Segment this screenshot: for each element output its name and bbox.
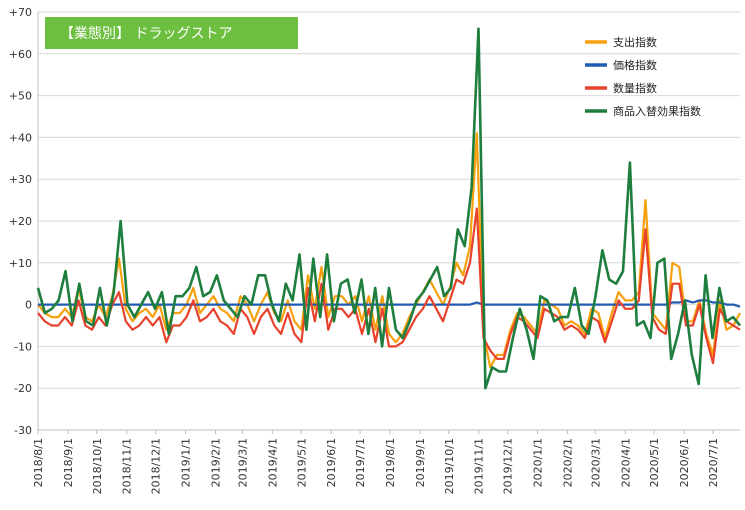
x-tick-label: 2019/2/1: [209, 438, 222, 487]
x-tick-label: 2019/5/1: [295, 438, 308, 487]
y-tick-label: +60: [9, 48, 32, 61]
x-axis: 2018/8/1 2018/9/1 2018/10/1 2018/11/1 2018/1…: [32, 430, 720, 494]
x-tick-label: 2019/8/1: [384, 438, 397, 487]
y-tick-label: +20: [9, 215, 32, 228]
x-tick-label: 2020/6/1: [678, 438, 691, 487]
series-line-1: [37, 132, 741, 369]
series-lines: [36, 27, 742, 390]
chart-title-box: 【業態別】 ドラッグストア: [45, 17, 298, 49]
x-tick-label: 2020/7/1: [707, 438, 720, 487]
x-tick-label: 2020/3/1: [589, 438, 602, 487]
chart-title-background: [45, 17, 298, 49]
x-tick-label: 2019/7/1: [354, 438, 367, 487]
x-tick-label: 2019/1/1: [180, 438, 193, 487]
x-tick-label: 2018/12/1: [150, 438, 163, 494]
chart-title: 【業態別】 ドラッグストア: [60, 26, 232, 42]
y-tick-label: -10: [14, 340, 32, 353]
y-tick-label: +10: [9, 257, 32, 270]
series-line-4: [36, 27, 742, 390]
x-tick-label: 2019/6/1: [325, 438, 338, 487]
y-tick-label: -20: [14, 382, 32, 395]
y-axis: -30 -20 -10 0 +10 +20 +30 +40 +50 +60 +70: [9, 6, 740, 437]
series-line-3: [37, 207, 741, 365]
x-tick-label: 2018/11/1: [121, 438, 134, 494]
x-tick-label: 2019/10/1: [443, 438, 456, 494]
y-tick-label: +70: [9, 6, 32, 19]
x-tick-label: 2018/10/1: [91, 438, 104, 494]
x-tick-label: 2018/9/1: [62, 438, 75, 487]
x-tick-label: 2018/8/1: [32, 438, 45, 487]
x-tick-label: 2020/5/1: [648, 438, 661, 487]
x-tick-label: 2019/12/1: [502, 438, 515, 494]
y-tick-label: +30: [9, 173, 32, 186]
y-tick-label: 0: [25, 299, 32, 312]
x-tick-label: 2020/1/1: [532, 438, 545, 487]
x-tick-label: 2019/4/1: [266, 438, 279, 487]
x-tick-label: 2019/11/1: [473, 438, 486, 494]
legend-label: 商品入替効果指数: [613, 104, 701, 118]
x-tick-label: 2020/2/1: [561, 438, 574, 487]
legend-label: 価格指数: [613, 58, 657, 72]
gridlines: [38, 11, 740, 431]
y-tick-label: -30: [14, 424, 32, 437]
legend-label: 支出指数: [613, 35, 657, 49]
x-tick-label: 2019/3/1: [236, 438, 249, 487]
x-tick-label: 2020/4/1: [619, 438, 632, 487]
legend-label: 数量指数: [613, 81, 657, 95]
x-tick-label: 2019/9/1: [414, 438, 427, 487]
y-tick-label: +50: [9, 90, 32, 103]
y-tick-label: +40: [9, 131, 32, 144]
